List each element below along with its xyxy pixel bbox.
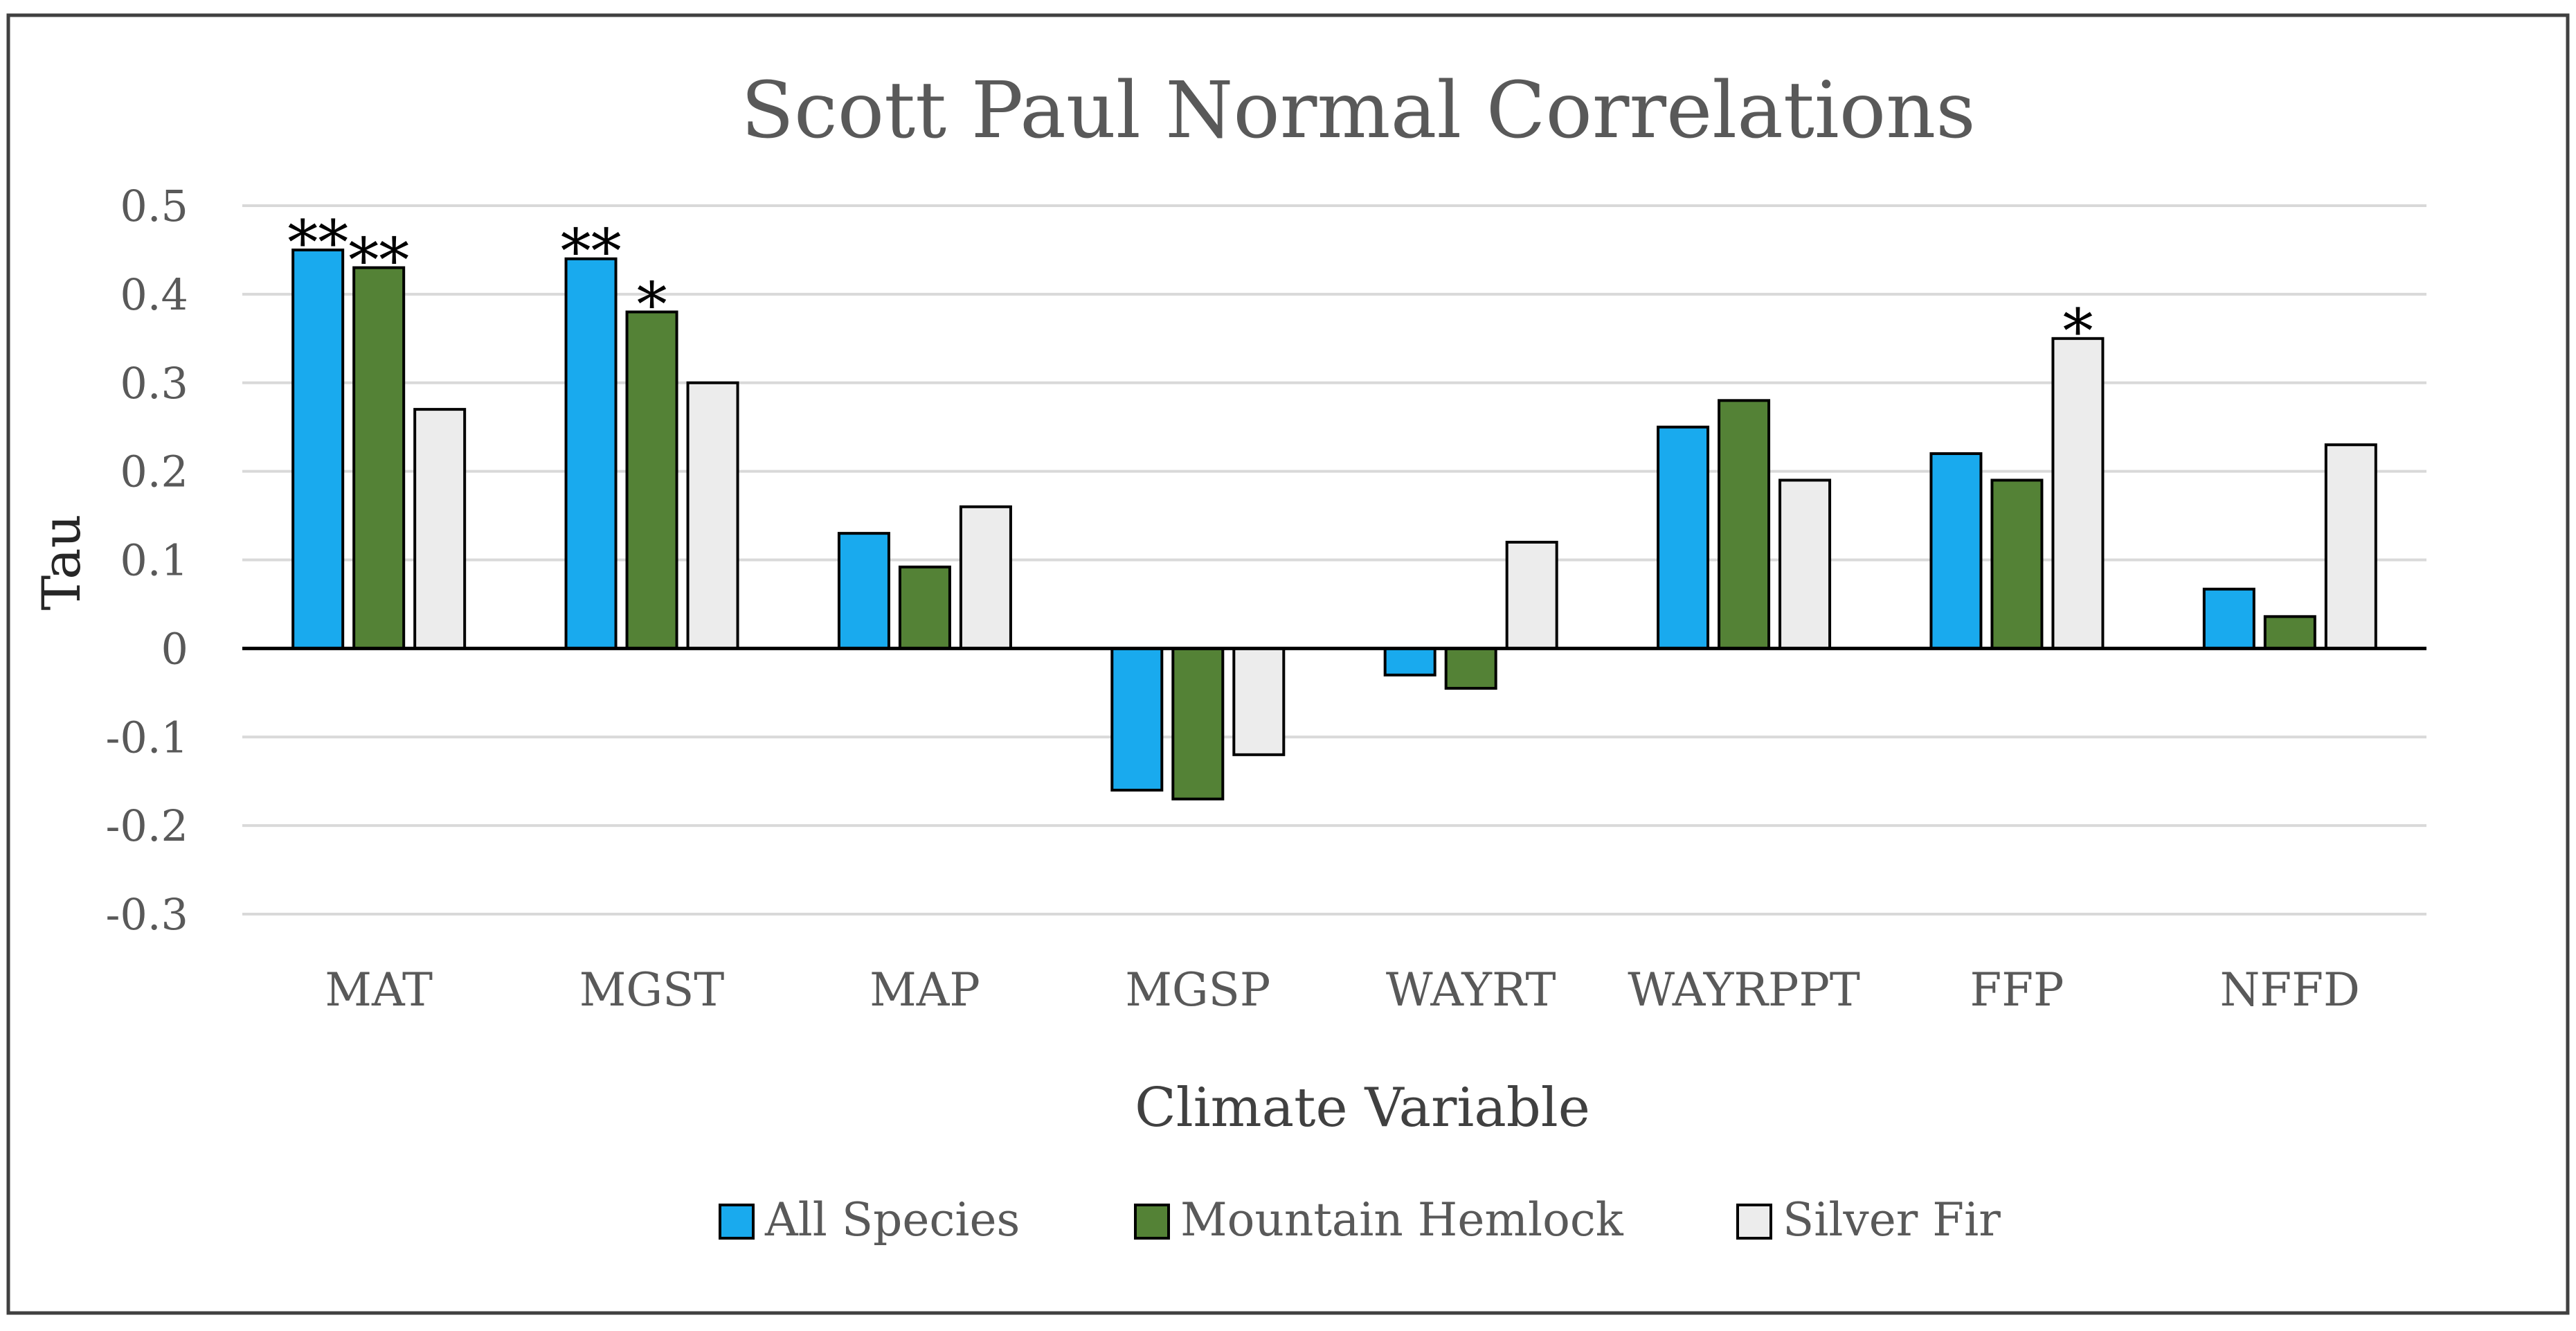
x-tick-label: WAYRT <box>1386 963 1556 1017</box>
x-tick-label: MGSP <box>1125 963 1270 1017</box>
bar <box>1110 647 1164 792</box>
bar <box>898 565 951 650</box>
bar <box>959 505 1012 650</box>
bar <box>686 381 739 650</box>
chart-border <box>6 13 2570 1315</box>
significance-label: ** <box>561 216 622 287</box>
bar <box>625 310 678 650</box>
bar <box>2202 587 2255 650</box>
y-tick-label: 0.1 <box>120 535 188 586</box>
x-tick-label: MGST <box>579 963 725 1017</box>
legend-swatch <box>1134 1204 1170 1240</box>
y-tick-label: 0.2 <box>120 447 188 497</box>
y-tick-label: 0.4 <box>120 269 188 320</box>
legend-swatch <box>719 1204 755 1240</box>
bar <box>1778 479 1832 650</box>
bar <box>1171 647 1225 801</box>
legend: All Species Mountain Hemlock Silver Fir <box>719 1193 2001 1247</box>
legend-label: Silver Fir <box>1783 1193 2001 1247</box>
bar <box>352 266 406 650</box>
x-tick-label: FFP <box>1970 963 2064 1017</box>
bar <box>564 257 618 650</box>
y-tick-label: 0.3 <box>120 358 188 409</box>
bar <box>2051 337 2105 650</box>
bar <box>1505 540 1558 650</box>
x-tick-label: NFFD <box>2220 963 2360 1017</box>
x-axis-title: Climate Variable <box>1135 1077 1590 1139</box>
bar <box>1444 647 1497 690</box>
bar <box>1657 425 1710 650</box>
legend-label: Mountain Hemlock <box>1180 1193 1624 1247</box>
y-tick-label: -0.2 <box>105 801 188 851</box>
bar <box>1383 647 1436 677</box>
y-tick-label: -0.1 <box>105 712 188 762</box>
y-tick-label: -0.3 <box>105 889 188 940</box>
bar <box>1929 452 1983 650</box>
y-tick-label: 0 <box>161 623 188 674</box>
bar <box>1990 479 2044 650</box>
x-tick-label: WAYRPPT <box>1628 963 1860 1017</box>
y-axis-title: Tau <box>30 514 92 610</box>
x-tick-label: MAP <box>870 963 980 1017</box>
significance-label: ** <box>348 225 409 296</box>
bars <box>291 248 2377 801</box>
bar <box>413 408 467 650</box>
x-tick-label: MAT <box>325 963 433 1017</box>
bar <box>1718 399 1771 650</box>
bar <box>1232 647 1286 756</box>
y-tick-label: 0.5 <box>120 181 188 231</box>
significance-label: * <box>637 269 667 340</box>
bar <box>2263 615 2316 650</box>
bar <box>2324 443 2377 650</box>
bar <box>837 532 890 650</box>
significance-label: * <box>2062 296 2093 367</box>
legend-swatch <box>1736 1204 1772 1240</box>
chart-title: Scott Paul Normal Correlations <box>741 66 1975 156</box>
significance-label: ** <box>287 207 348 278</box>
legend-label: All Species <box>764 1193 1020 1247</box>
bar <box>291 248 345 650</box>
labels: 0.50.40.30.20.10-0.1-0.2-0.3** **MAT***MG… <box>105 181 2360 1017</box>
